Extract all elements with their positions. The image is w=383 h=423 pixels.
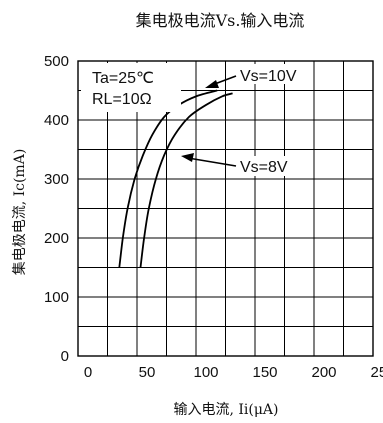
- x-axis-label: 输入电流, Ii(μA): [173, 402, 278, 418]
- y-tick-label: 400: [44, 112, 69, 129]
- x-tick-label: 200: [311, 364, 336, 381]
- grid: [78, 61, 373, 356]
- y-axis-label: 集电极电流, Ic(mA): [11, 149, 28, 276]
- y-tick-label: 0: [61, 348, 69, 365]
- condition-box: [81, 63, 181, 112]
- plot-frame: [77, 60, 374, 357]
- x-tick-label: 0: [84, 364, 92, 381]
- x-tick-label: 250: [370, 364, 383, 381]
- y-tick-label: 200: [44, 230, 69, 247]
- y-tick-label: 100: [44, 289, 69, 306]
- series-label-vs8: Vs=8V: [240, 159, 288, 176]
- label-bg-vs10: [238, 64, 304, 84]
- condition-rl-label: RL=10Ω: [92, 91, 152, 108]
- series-label-vs10: Vs=10V: [240, 68, 297, 85]
- series: [118, 89, 233, 268]
- arrow-vs10: [205, 75, 237, 88]
- series-line-vs10: [118, 89, 218, 268]
- y-tick-label: 300: [44, 171, 69, 188]
- condition-temp-label: Ta=25℃: [92, 70, 154, 87]
- chart-title: 集电极电流Vs.输入电流: [136, 11, 305, 30]
- arrow-vs8: [181, 153, 237, 167]
- tick-labels: 0 50 100 150 200 250 0 100 200 300 400 500: [44, 53, 383, 381]
- x-tick-label: 50: [139, 364, 156, 381]
- x-tick-label: 150: [252, 364, 277, 381]
- label-bg-vs8: [238, 156, 296, 176]
- series-line-vs8: [139, 92, 233, 268]
- y-tick-label: 500: [44, 53, 69, 70]
- x-tick-label: 100: [193, 364, 218, 381]
